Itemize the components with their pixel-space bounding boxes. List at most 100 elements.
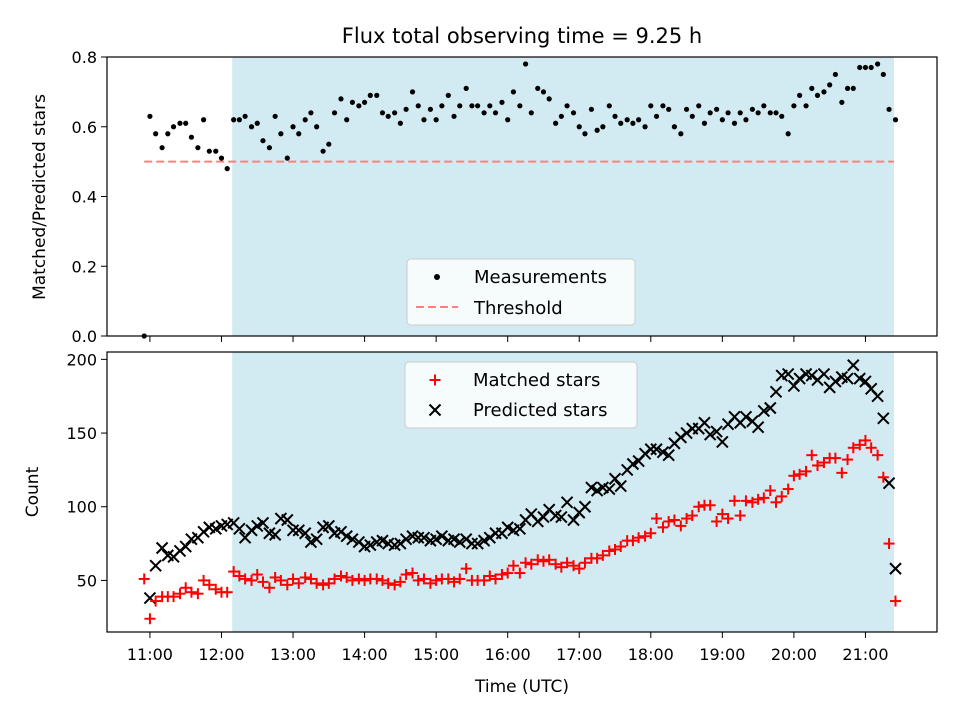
measurement-point bbox=[356, 103, 362, 109]
ratio-panel: 0.00.20.40.60.8 Matched/Predicted stars … bbox=[30, 48, 938, 346]
predicted-star-point bbox=[364, 538, 377, 552]
matched-star-point bbox=[537, 555, 549, 567]
measurement-point bbox=[159, 145, 165, 151]
measurement-point bbox=[308, 110, 314, 116]
predicted-star-point bbox=[417, 531, 431, 544]
matched-star-point bbox=[144, 613, 156, 625]
matched-star-point bbox=[782, 483, 794, 495]
matched-star-point bbox=[668, 514, 680, 526]
matched-star-point bbox=[305, 573, 317, 585]
matched-star-point bbox=[269, 571, 281, 583]
measurement-point bbox=[463, 85, 469, 91]
matched-star-point bbox=[335, 570, 347, 582]
measurement-point bbox=[457, 103, 463, 109]
matched-star-point bbox=[716, 508, 728, 520]
legend-measurements-marker bbox=[434, 274, 440, 280]
predicted-star-point bbox=[877, 412, 890, 425]
matched-star-point bbox=[221, 586, 233, 598]
predicted-star-point bbox=[662, 448, 675, 462]
measurement-point bbox=[892, 117, 899, 123]
measurement-point bbox=[612, 113, 618, 119]
matched-star-point bbox=[555, 561, 567, 573]
matched-star-point bbox=[490, 573, 502, 585]
measurement-point bbox=[797, 92, 803, 98]
matched-star-point bbox=[359, 574, 371, 586]
measurement-point bbox=[266, 145, 273, 151]
predicted-star-point bbox=[871, 390, 884, 403]
matched-star-point bbox=[770, 496, 782, 508]
measurement-point bbox=[666, 106, 672, 112]
predicted-star-point bbox=[710, 425, 723, 438]
count-xtick-label: 18:00 bbox=[628, 645, 674, 664]
measurement-point bbox=[481, 110, 487, 116]
measurement-point bbox=[206, 148, 212, 154]
matched-star-point bbox=[776, 490, 788, 502]
predicted-star-point bbox=[268, 528, 282, 541]
predicted-star-point bbox=[757, 404, 771, 418]
matched-star-point bbox=[228, 566, 240, 578]
matched-star-point bbox=[597, 549, 609, 561]
count-ytick-label: 200 bbox=[66, 350, 97, 369]
measurement-point bbox=[284, 155, 290, 161]
matched-star-point bbox=[180, 582, 192, 594]
predicted-star-point bbox=[716, 435, 729, 449]
matched-star-point bbox=[311, 577, 323, 589]
matched-star-point bbox=[651, 513, 663, 525]
measurement-point bbox=[200, 117, 207, 123]
matched-star-point bbox=[400, 569, 412, 581]
matched-star-point bbox=[740, 495, 752, 507]
predicted-star-point bbox=[149, 559, 162, 572]
measurement-point bbox=[499, 99, 505, 105]
matched-star-point bbox=[299, 571, 311, 583]
matched-star-point bbox=[568, 560, 580, 572]
ratio-axis-ticks: 0.0 0.2 0.4 0.6 0.8 bbox=[72, 48, 866, 346]
predicted-star-point bbox=[882, 476, 896, 490]
matched-star-point bbox=[389, 579, 401, 591]
measurement-point bbox=[242, 113, 248, 119]
matched-star-point bbox=[746, 496, 758, 508]
measurement-point bbox=[379, 110, 386, 116]
measurement-point bbox=[272, 113, 278, 119]
measurement-point bbox=[278, 131, 284, 137]
measurement-point bbox=[475, 103, 481, 109]
measurement-point bbox=[177, 120, 183, 126]
measurement-point bbox=[403, 106, 409, 112]
ratio-ytick-label: 0.8 bbox=[72, 48, 97, 67]
measurement-point bbox=[296, 131, 302, 137]
count-xtick-label: 16:00 bbox=[485, 645, 531, 664]
matched-star-point bbox=[496, 569, 508, 581]
predicted-star-point bbox=[769, 385, 783, 398]
measurement-point bbox=[439, 103, 445, 109]
matched-star-point bbox=[764, 485, 776, 497]
count-xtick-label: 19:00 bbox=[699, 645, 745, 664]
matched-star-point bbox=[645, 527, 657, 539]
matched-star-point bbox=[454, 573, 466, 585]
matched-star-point bbox=[275, 574, 287, 586]
measurement-point bbox=[827, 82, 833, 88]
matched-star-point bbox=[507, 560, 519, 572]
measurement-point bbox=[535, 85, 541, 91]
predicted-star-point bbox=[155, 541, 169, 555]
matched-star-point bbox=[203, 579, 215, 591]
matched-star-point bbox=[758, 492, 770, 504]
matched-star-point bbox=[210, 583, 222, 595]
measurement-point bbox=[517, 103, 523, 109]
ratio-axes-frame bbox=[106, 56, 938, 337]
predicted-star-point bbox=[841, 372, 854, 385]
measurement-point bbox=[832, 71, 838, 78]
predicted-star-point bbox=[608, 472, 622, 485]
matched-star-point bbox=[806, 449, 818, 461]
measurement-point bbox=[719, 117, 725, 123]
matched-star-point bbox=[174, 588, 186, 600]
count-points bbox=[138, 359, 902, 625]
measurement-point bbox=[564, 103, 570, 109]
figure-title: Flux total observing time = 9.25 h bbox=[342, 24, 702, 48]
matched-star-point bbox=[371, 573, 383, 585]
matched-star-point bbox=[407, 567, 419, 579]
matched-star-point bbox=[150, 595, 162, 607]
count-ylabel: Count bbox=[23, 466, 43, 517]
matched-star-point bbox=[138, 573, 150, 585]
predicted-star-point bbox=[310, 532, 323, 546]
count-legend: Matched stars Predicted stars bbox=[404, 361, 638, 429]
legend-measurements-label: Measurements bbox=[474, 267, 607, 288]
